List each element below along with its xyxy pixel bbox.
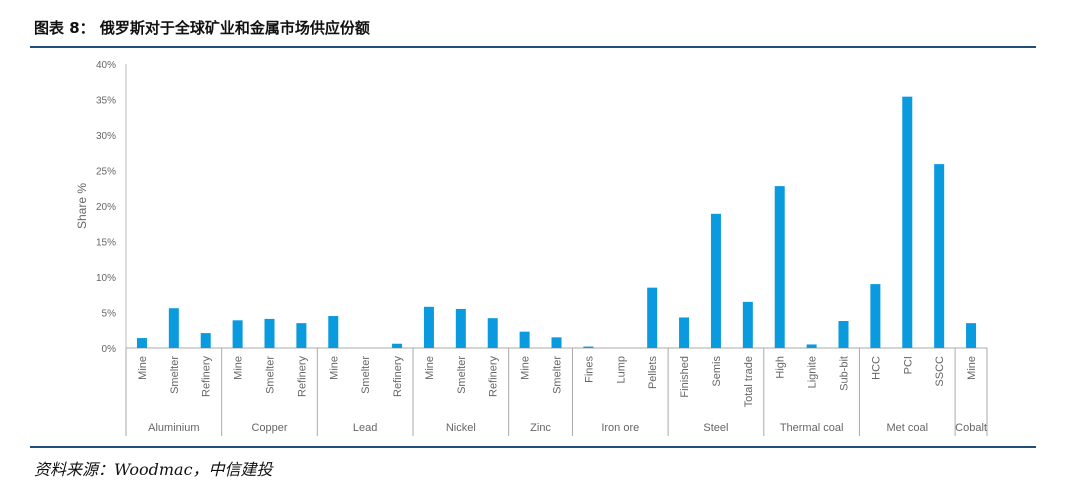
x-tick-label: Refinery	[488, 356, 500, 397]
y-tick-label: 25%	[96, 167, 116, 178]
bar	[328, 316, 339, 348]
x-tick-label: Smelter	[552, 356, 564, 394]
bar	[264, 318, 275, 348]
y-tick-label: 5%	[102, 309, 117, 320]
y-tick-label: 20%	[96, 202, 116, 213]
bar	[551, 337, 562, 348]
y-axis-title: Share %	[75, 183, 89, 229]
x-tick-label: Sub-bit	[839, 356, 851, 391]
bar	[806, 344, 817, 348]
bar	[423, 306, 434, 348]
x-tick-label: Lump	[615, 356, 627, 384]
x-tick-label: High	[775, 356, 787, 379]
figure-title: 图表 8： 俄罗斯对于全球矿业和金属市场供应份额	[34, 19, 370, 37]
top-rule	[30, 46, 1036, 48]
bar	[710, 213, 721, 348]
bar	[934, 164, 945, 348]
x-tick-label: Mine	[233, 356, 245, 380]
group-label: Copper	[251, 422, 287, 434]
bar	[902, 96, 913, 348]
x-tick-label: Fines	[583, 356, 595, 383]
bar	[679, 317, 690, 348]
group-label: Iron ore	[601, 422, 639, 434]
bar	[200, 333, 211, 348]
x-tick-label: Lignite	[807, 356, 819, 388]
x-tick-label: HCC	[870, 356, 882, 380]
group-label: Aluminium	[148, 422, 199, 434]
group-label: Lead	[353, 422, 377, 434]
x-tick-label: Smelter	[456, 356, 468, 394]
bar	[519, 331, 530, 348]
x-tick-label: Semis	[711, 356, 723, 387]
x-tick-label: Total trade	[743, 356, 755, 407]
bar	[455, 308, 466, 348]
bar	[232, 320, 243, 348]
bar	[966, 323, 977, 348]
y-tick-label: 0%	[102, 344, 117, 355]
bar	[296, 323, 307, 348]
y-tick-label: 40%	[96, 60, 116, 71]
y-tick-label: 10%	[96, 273, 116, 284]
x-tick-label: Refinery	[392, 356, 404, 397]
x-tick-label: SSCC	[934, 356, 946, 387]
x-tick-label: Mine	[966, 356, 978, 380]
x-tick-label: Finished	[679, 356, 691, 398]
y-tick-label: 15%	[96, 238, 116, 249]
bar	[392, 343, 403, 348]
source-note: 资料来源：Woodmac，中信建投	[34, 460, 273, 479]
bar	[168, 308, 179, 348]
bar	[136, 338, 147, 348]
x-tick-label: Mine	[328, 356, 340, 380]
x-tick-label: Pellets	[647, 356, 659, 390]
x-tick-label: Refinery	[201, 356, 213, 397]
group-label: Thermal coal	[780, 422, 844, 434]
group-label: Zinc	[530, 422, 551, 434]
bar	[774, 186, 785, 348]
x-tick-label: Mine	[424, 356, 436, 380]
x-tick-label: PCI	[902, 356, 914, 374]
x-tick-label: Refinery	[296, 356, 308, 397]
bar	[870, 284, 881, 348]
y-tick-label: 30%	[96, 131, 116, 142]
bottom-rule	[30, 446, 1036, 448]
bar	[583, 346, 594, 348]
bar	[742, 301, 753, 348]
x-tick-label: Mine	[520, 356, 532, 380]
x-tick-label: Smelter	[169, 356, 181, 394]
bar	[647, 287, 658, 348]
group-label: Nickel	[446, 422, 476, 434]
x-tick-label: Smelter	[360, 356, 372, 394]
group-label: Met coal	[886, 422, 928, 434]
y-tick-label: 35%	[96, 96, 116, 107]
bar	[487, 318, 498, 348]
x-tick-label: Mine	[137, 356, 149, 380]
group-label: Steel	[703, 422, 728, 434]
group-label: Cobalt	[955, 422, 987, 434]
bar	[838, 321, 849, 348]
x-tick-label: Smelter	[265, 356, 277, 394]
